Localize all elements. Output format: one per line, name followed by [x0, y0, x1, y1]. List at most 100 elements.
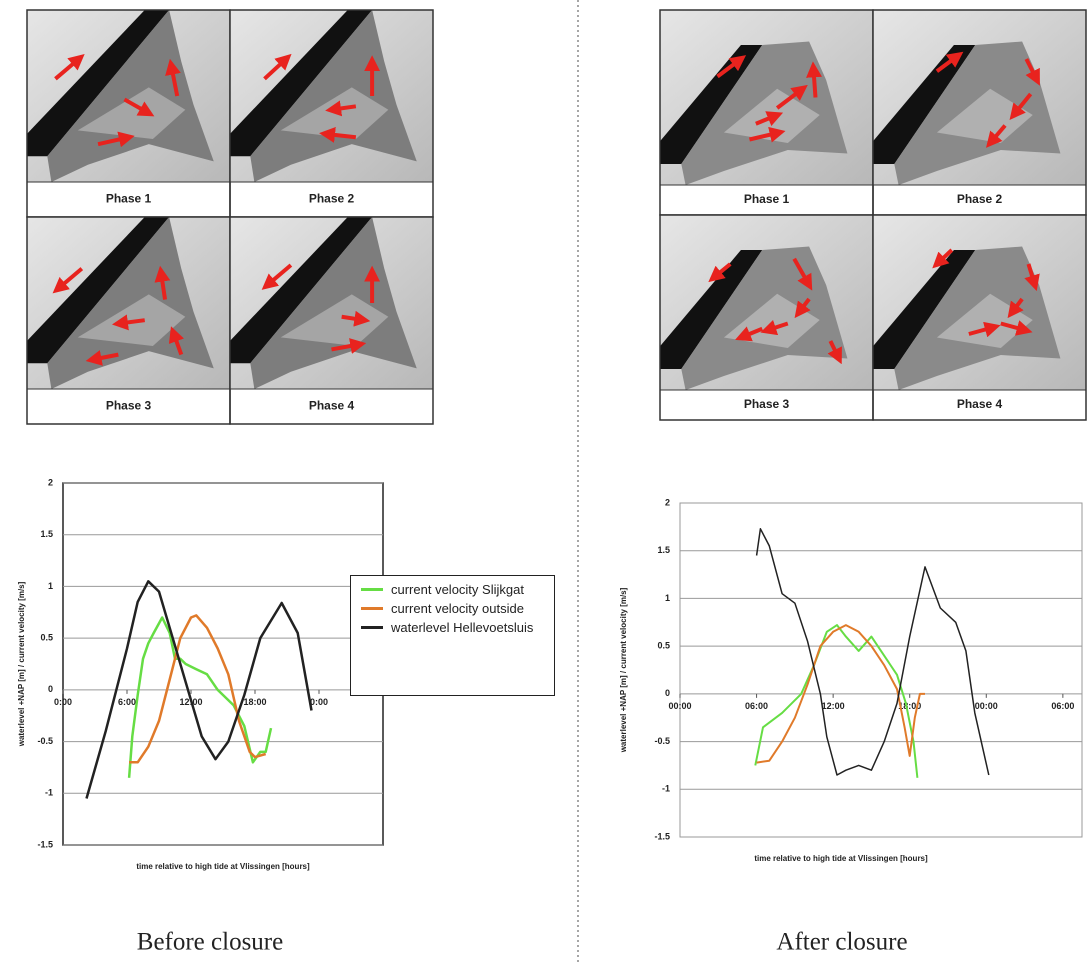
flow-arrow [85, 350, 119, 366]
legend-entry: waterlevel Hellevoetsluis [361, 620, 554, 635]
y-tick-label: 1 [48, 581, 53, 591]
label-band [231, 390, 432, 423]
phase-label: Phase 3 [744, 397, 790, 411]
y-axis-label: waterlevel +NAP [m] / current velocity [… [17, 581, 26, 747]
x-tick-label: 18:00 [243, 697, 266, 707]
label-band [661, 186, 872, 214]
flow-arrow [806, 61, 823, 98]
x-tick-label: 12:00 [822, 701, 845, 711]
y-tick-label: -1 [662, 784, 670, 794]
flow-arrow [760, 319, 789, 336]
y-tick-label: -1.5 [37, 839, 53, 849]
legend-label: current velocity outside [391, 601, 524, 616]
map-frame [229, 216, 434, 425]
map-cell: Phase 2 [872, 9, 1087, 216]
flow-arrow [319, 126, 357, 143]
land-dark [230, 10, 373, 157]
x-tick-label: 18:00 [898, 701, 921, 711]
flow-arrow [735, 326, 763, 342]
flow-arrow [794, 297, 811, 319]
flow-arrow [932, 248, 954, 269]
x-axis-label: time relative to high tide at Vlissingen… [136, 862, 310, 871]
y-axis-label: waterlevel +NAP [m] / current velocity [… [619, 587, 628, 753]
phase-label: Phase 4 [309, 399, 355, 413]
y-tick-label: 0 [48, 684, 53, 694]
map-frame [872, 214, 1087, 421]
map-cell: Phase 4 [229, 216, 434, 425]
label-band [28, 183, 229, 216]
series-line [754, 624, 919, 778]
series-line [85, 580, 313, 799]
legend-label: waterlevel Hellevoetsluis [391, 620, 534, 635]
flow-arrow [985, 124, 1007, 148]
series-line [129, 614, 267, 764]
land-dark [660, 45, 763, 164]
flow-arrow [168, 326, 184, 356]
flow-arrow [154, 265, 171, 300]
land-dark [27, 10, 170, 157]
y-tick-label: -0.5 [37, 736, 53, 746]
shoal [936, 88, 1033, 143]
legend-entry: current velocity outside [361, 601, 554, 616]
caption: After closure [776, 929, 907, 956]
flow-arrow [331, 338, 367, 354]
legend-entry: current velocity Slijkgat [361, 582, 554, 597]
flow-arrow [827, 340, 842, 365]
flow-arrow [749, 126, 786, 143]
series-line [756, 624, 925, 764]
map-cell: Phase 4 [872, 214, 1087, 421]
flow-arrow [1024, 263, 1040, 292]
flow-arrow [755, 111, 784, 127]
y-tick-label: -1 [45, 788, 53, 798]
delta [47, 10, 214, 182]
legend-label: current velocity Slijkgat [391, 582, 524, 597]
label-band [231, 183, 432, 216]
series-line [755, 528, 990, 776]
map-cell: Phase 2 [229, 9, 434, 218]
x-tick-label: 0:00 [54, 697, 72, 707]
flow-arrow [325, 100, 357, 117]
flow-arrow [1000, 320, 1033, 336]
x-tick-label: 6:00 [118, 697, 136, 707]
land-dark [873, 250, 976, 369]
phase-label: Phase 2 [957, 192, 1003, 206]
y-tick-label: 1.5 [657, 545, 670, 555]
flow-arrow [775, 84, 808, 110]
legend: current velocity Slijkgat current velocit… [350, 575, 555, 696]
phase-label: Phase 3 [106, 399, 152, 413]
x-tick-label: 06:00 [745, 701, 768, 711]
map-cell: Phase 3 [659, 214, 874, 421]
shoal [280, 294, 389, 346]
map-cell: Phase 3 [26, 216, 231, 425]
flow-arrow [112, 314, 145, 331]
y-tick-label: -0.5 [654, 736, 670, 746]
flow-arrow [935, 51, 964, 73]
flow-arrow [1007, 297, 1024, 319]
y-tick-label: 1 [665, 593, 670, 603]
plot-area [679, 502, 1083, 838]
x-tick-label: 00:00 [975, 701, 998, 711]
flow-arrow [261, 263, 293, 290]
phase-label: Phase 4 [957, 397, 1003, 411]
flow-arrow [54, 54, 85, 81]
series-line [127, 616, 273, 778]
map-cell: Phase 1 [26, 9, 231, 218]
shoal [77, 87, 186, 139]
flow-arrow [1024, 58, 1040, 86]
delta [47, 217, 214, 389]
y-tick-label: -1.5 [654, 831, 670, 841]
y-tick-label: 2 [665, 497, 670, 507]
y-tick-label: 1.5 [40, 529, 53, 539]
flow-arrow [123, 97, 155, 117]
delta [250, 217, 417, 389]
flow-arrow [52, 267, 84, 294]
legend-swatch [361, 588, 383, 591]
flow-arrow [968, 321, 1001, 338]
y-tick-label: 2 [48, 477, 53, 487]
flow-arrow [341, 310, 371, 327]
flow-arrow [1009, 92, 1033, 120]
phase-label: Phase 1 [744, 192, 790, 206]
caption: Before closure [137, 929, 283, 956]
y-tick-label: 0.5 [40, 633, 53, 643]
phase-label: Phase 2 [309, 192, 355, 206]
